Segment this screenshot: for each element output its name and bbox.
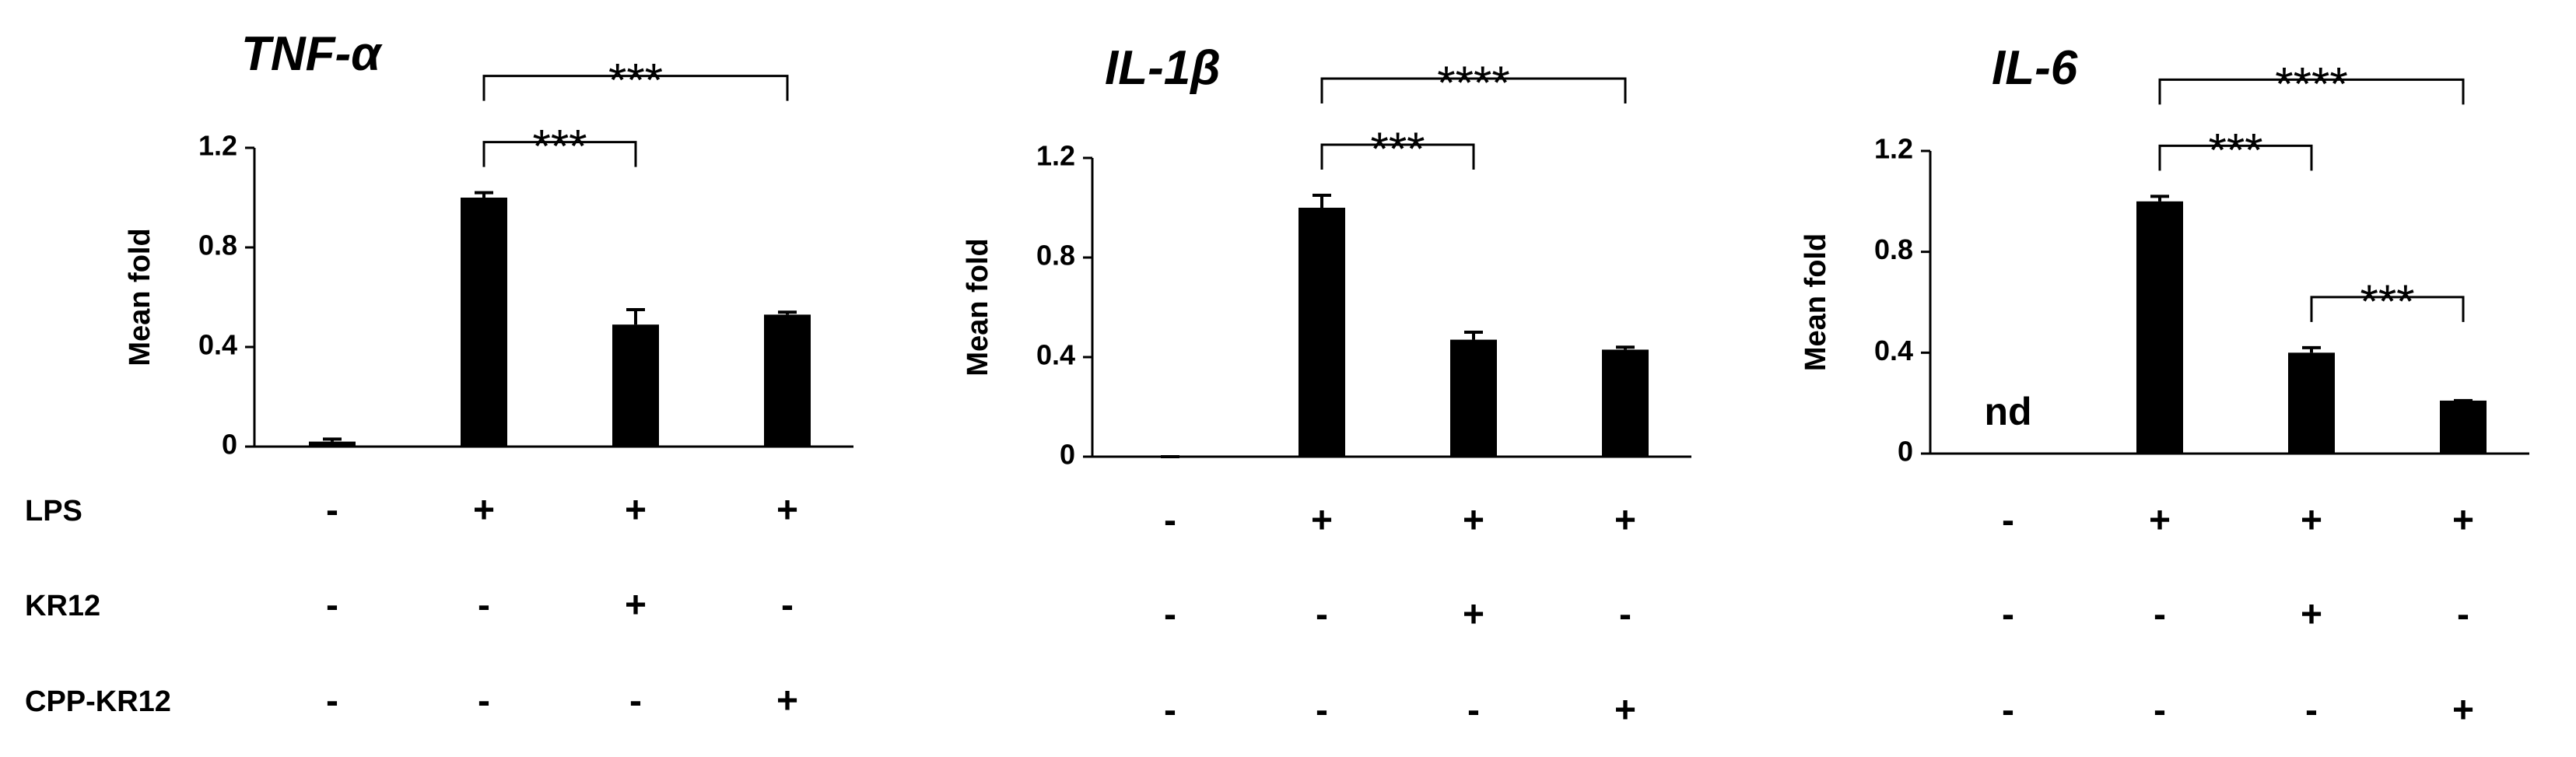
condition-sign: + [776, 490, 798, 531]
error-bar [475, 191, 493, 198]
y-tick-label: 0.4 [1874, 335, 1913, 366]
significance-bracket [2158, 78, 2465, 105]
condition-sign: - [629, 681, 642, 722]
condition-sign: + [473, 490, 495, 531]
error-bar [626, 308, 645, 325]
y-axis-label: Mean fold [124, 228, 156, 366]
condition-sign: - [2154, 690, 2166, 731]
significance-bracket [1320, 77, 1627, 103]
significance-bracket [2158, 144, 2313, 171]
significance-bracket [482, 75, 789, 101]
bar [612, 324, 659, 447]
bar [1602, 349, 1649, 457]
condition-sign: + [625, 490, 647, 531]
bar [764, 314, 811, 447]
condition-sign: - [1164, 690, 1176, 731]
y-tick-label: 0.8 [1036, 240, 1075, 272]
chart-title: IL-1β [1105, 41, 1221, 95]
condition-sign: - [478, 585, 490, 626]
error-bar [1464, 331, 1483, 340]
condition-sign: + [1614, 690, 1636, 731]
y-tick-label: 0.4 [1036, 339, 1075, 371]
condition-sign: + [2301, 500, 2322, 541]
y-tick-label: 0.8 [1874, 233, 1913, 265]
condition-sign: - [781, 585, 794, 626]
y-tick-label: 0.4 [198, 329, 237, 361]
significance-bracket [482, 141, 637, 167]
significance-label: **** [1437, 57, 1509, 109]
significance-label: *** [608, 54, 663, 107]
condition-label: CPP-KR12 [25, 685, 171, 718]
y-tick-label: 0 [222, 429, 237, 461]
condition-sign: + [1463, 500, 1484, 541]
condition-sign: + [2452, 690, 2474, 731]
condition-sign: + [1311, 500, 1333, 541]
condition-label: KR12 [25, 590, 100, 622]
bar [309, 441, 356, 447]
error-bar [2150, 195, 2169, 202]
y-axis-label: Mean fold [1800, 233, 1832, 371]
condition-sign: + [2452, 500, 2474, 541]
condition-sign: + [625, 585, 647, 626]
y-tick-label: 0 [1898, 436, 1913, 468]
bar [1299, 208, 1345, 457]
condition-sign: + [776, 681, 798, 722]
significance-bracket [2310, 296, 2465, 322]
condition-sign: - [326, 681, 338, 722]
y-tick-label: 0.8 [198, 230, 237, 261]
condition-sign: - [326, 490, 338, 531]
condition-sign: - [2002, 500, 2014, 541]
bar [461, 198, 507, 447]
error-bar [1313, 194, 1331, 208]
condition-sign: - [326, 585, 338, 626]
error-bar [323, 437, 342, 442]
condition-label: LPS [25, 495, 82, 527]
condition-sign: + [2149, 500, 2171, 541]
condition-sign: - [1316, 690, 1328, 731]
significance-bracket [1320, 143, 1475, 170]
bar [2136, 201, 2183, 454]
significance-label: *** [532, 121, 587, 173]
y-axis-label: Mean fold [962, 238, 994, 376]
y-tick-label: 1.2 [198, 130, 237, 162]
condition-sign: - [1164, 500, 1176, 541]
error-bar [778, 310, 797, 315]
y-tick-label: 1.2 [1036, 140, 1075, 172]
significance-label: *** [2360, 275, 2414, 328]
condition-sign: - [2002, 594, 2014, 636]
significance-label: **** [2275, 58, 2347, 110]
bar [2440, 400, 2487, 454]
condition-sign: - [2154, 594, 2166, 636]
condition-sign: - [478, 681, 490, 722]
condition-sign: - [1467, 690, 1480, 731]
bar [2288, 352, 2335, 454]
condition-sign: + [2301, 594, 2322, 636]
chart-title: TNF-α [241, 27, 383, 81]
error-bar [1616, 345, 1635, 350]
y-tick-label: 0 [1060, 439, 1075, 471]
bar [1450, 339, 1497, 457]
chart-title: IL-6 [1992, 41, 2078, 95]
error-bar [2302, 345, 2321, 353]
condition-sign: - [1164, 594, 1176, 636]
condition-sign: + [1463, 594, 1484, 636]
value-label: nd [1984, 390, 2031, 433]
condition-sign: + [1614, 500, 1636, 541]
significance-label: *** [1370, 123, 1425, 175]
condition-sign: - [2002, 690, 2014, 731]
condition-sign: - [1316, 594, 1328, 636]
condition-sign: - [2457, 594, 2469, 636]
condition-sign: - [2305, 690, 2318, 731]
condition-sign: - [1619, 594, 1631, 636]
significance-label: *** [2208, 124, 2262, 176]
y-tick-label: 1.2 [1874, 133, 1913, 165]
